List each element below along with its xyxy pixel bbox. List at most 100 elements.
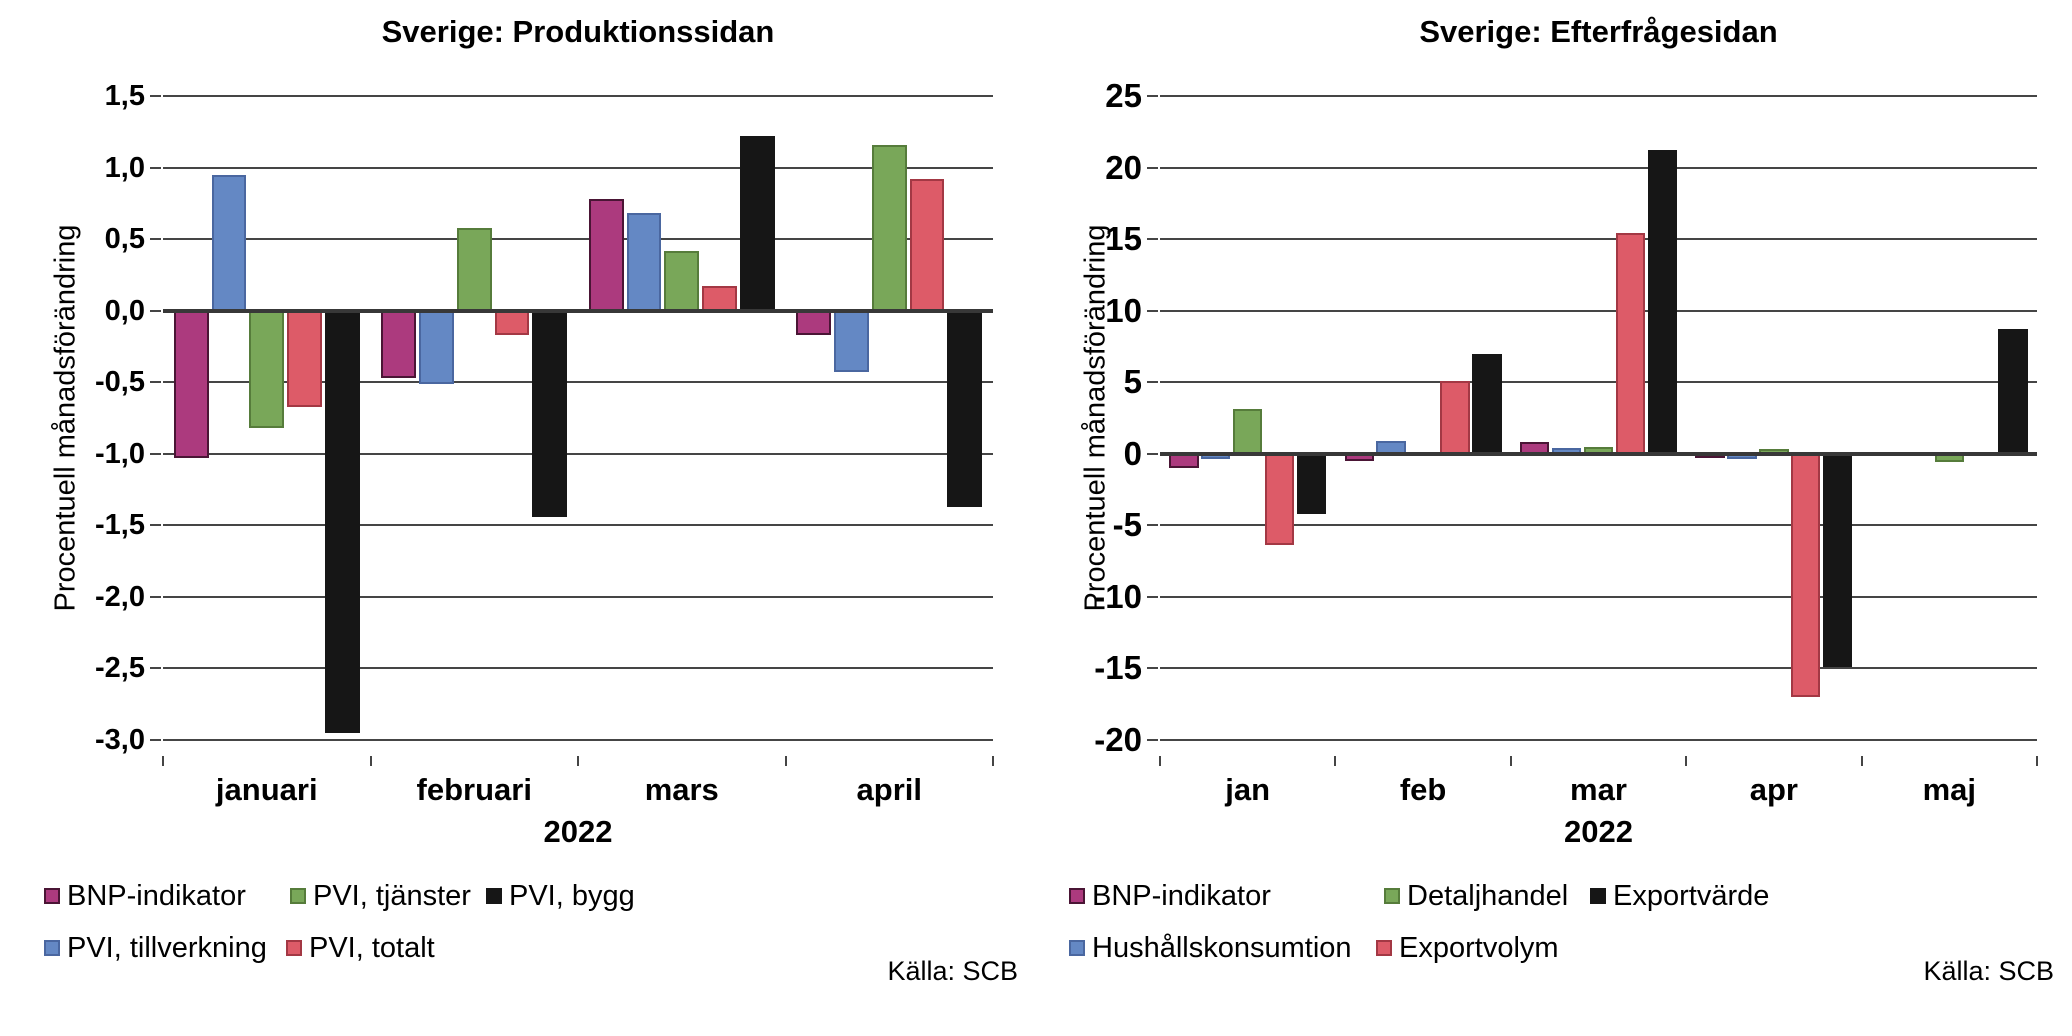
y-tick-label: 1,0 [104, 151, 145, 184]
gridline [163, 381, 993, 384]
bar-pvi-totalt-februari [494, 310, 530, 335]
bar-pvi-tillverkning-april [834, 310, 869, 373]
y-tick-label: -1,0 [95, 437, 145, 470]
legend-item: BNP-indikator [44, 876, 246, 916]
zero-axis-line [1160, 451, 2037, 456]
bar-bnp-indikator-jan [1169, 453, 1199, 469]
bar-pvi-bygg-februari [532, 310, 568, 517]
y-axis-tick [150, 452, 161, 455]
bar-pvi-tillverkning-mars [626, 213, 662, 311]
legend-item: Exportvärde [1590, 876, 1769, 916]
legend-swatch-icon [290, 888, 306, 904]
legend-swatch-icon [1384, 888, 1400, 904]
x-axis-tick [1860, 756, 1863, 766]
bar-detaljhandel-jan [1233, 409, 1263, 454]
x-axis-tick [1334, 756, 1337, 766]
y-axis-tick [150, 309, 161, 312]
chart-plot-area: 1,5 1,0 0,5 0,0 -0,5 -1,0 -1,5 -2,0 -2,5 -3,0 janu… [95, 80, 994, 807]
x-axis-tick [1509, 756, 1512, 766]
bar-exportvolym-feb [1440, 380, 1470, 454]
y-axis-tick [1147, 166, 1158, 169]
bar-exportv-rde-feb [1472, 353, 1502, 454]
y-tick-label: -1,5 [95, 509, 145, 542]
bar-pvi-bygg-april [947, 310, 983, 507]
gridline [1160, 739, 2037, 741]
legend-row: BNP-indikator Detaljhandel Exportvärde [1036, 876, 2072, 916]
y-axis-label: Procentuell månadsförändring [49, 224, 82, 612]
y-axis-tick [150, 595, 161, 598]
bar-pvi-tj-nster-mars [664, 250, 700, 311]
legend-label: BNP-indikator [1092, 879, 1271, 912]
bar-exportv-rde-jan [1296, 453, 1327, 514]
y-tick-label: -3,0 [95, 724, 145, 756]
y-tick-label: 0 [1123, 434, 1142, 472]
x-axis-tick [1685, 756, 1688, 766]
y-axis-tick [150, 667, 161, 670]
legend-row: PVI, tillverkning PVI, totalt [0, 928, 1036, 968]
bar-pvi-totalt-januari [287, 310, 322, 407]
bar-exportvolym-jan [1264, 453, 1295, 546]
x-tick-label: maj [1922, 772, 1976, 807]
bar-exportvolym-apr [1791, 453, 1821, 698]
zero-axis-line [163, 308, 993, 313]
legend-item: PVI, totalt [286, 928, 435, 968]
y-axis-label: Procentuell månadsförändring [1079, 224, 1112, 612]
bar-bnp-indikator-april [796, 310, 832, 335]
y-axis-tick [150, 524, 161, 527]
gridline [1160, 381, 2037, 384]
legend-row: Hushållskonsumtion Exportvolym [1036, 928, 2072, 968]
y-axis-tick [1147, 95, 1158, 97]
x-tick-label: apr [1749, 772, 1798, 807]
y-tick-label: -10 [1094, 577, 1142, 615]
bar-exportv-rde-apr [1823, 453, 1853, 667]
y-tick-label: -0,5 [95, 366, 145, 399]
x-axis-tick [162, 756, 164, 766]
bar-exportv-rde-mar [1647, 150, 1678, 454]
legend-swatch-icon [1069, 888, 1085, 904]
legend-row: BNP-indikator PVI, tjänster PVI, bygg [0, 876, 1036, 916]
gridline [1160, 238, 2037, 241]
legend-swatch-icon [1376, 940, 1392, 956]
source-attribution: Källa: SCB [887, 956, 1018, 986]
gridline [1160, 95, 2037, 97]
bar-exportvolym-mar [1615, 233, 1646, 454]
x-tick-label: april [856, 772, 922, 807]
gridline [163, 739, 993, 741]
y-axis-tick [1147, 238, 1158, 241]
gridline [1160, 309, 2037, 312]
bar-pvi-tj-nster-januari [249, 310, 285, 428]
y-tick-label: 25 [1105, 77, 1142, 114]
legend-label: PVI, tjänster [313, 879, 471, 912]
legend-label: PVI, tillverkning [67, 931, 267, 964]
y-axis-tick [1147, 739, 1158, 741]
legend-item: PVI, tillverkning [44, 928, 267, 968]
legend-item: Hushållskonsumtion [1069, 928, 1352, 968]
legend-label: BNP-indikator [67, 879, 246, 912]
x-axis-year-label: 2022 [543, 814, 613, 849]
y-tick-label: -5 [1112, 506, 1142, 544]
gridline [163, 238, 993, 241]
x-tick-label: februari [416, 772, 532, 807]
legend-swatch-icon [44, 888, 60, 904]
y-tick-label: -20 [1094, 721, 1142, 758]
chart-title: Sverige: Produktionssidan [381, 14, 775, 49]
y-axis-tick [150, 238, 161, 241]
y-tick-label: -2,0 [95, 580, 145, 613]
source-attribution: Källa: SCB [1923, 956, 2054, 986]
y-axis-tick [1147, 452, 1158, 455]
gridline [1160, 667, 2037, 670]
legend-item: PVI, tjänster [290, 876, 471, 916]
y-axis-tick [150, 166, 161, 169]
y-tick-label: 5 [1123, 363, 1142, 401]
legend-item: Exportvolym [1376, 928, 1559, 968]
x-axis-year-label: 2022 [1564, 814, 1633, 849]
gridline [1160, 524, 2037, 527]
x-tick-label: jan [1225, 772, 1271, 807]
y-tick-label: 0,0 [104, 294, 145, 327]
x-axis-tick [577, 756, 579, 766]
bar-pvi-totalt-april [909, 179, 945, 311]
x-axis-tick [369, 756, 372, 766]
legend-label: PVI, totalt [309, 931, 435, 964]
y-axis-tick [150, 739, 161, 741]
y-tick-label: 10 [1105, 291, 1142, 329]
